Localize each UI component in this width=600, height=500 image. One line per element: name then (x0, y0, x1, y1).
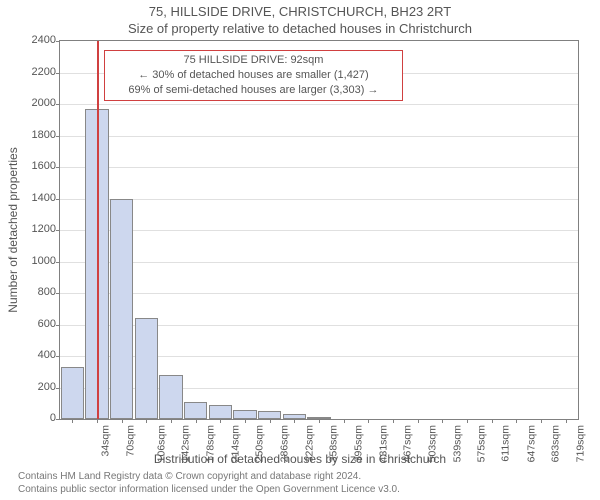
y-tick (56, 73, 60, 74)
x-tick-label: 358sqm (328, 425, 340, 462)
x-tick (245, 419, 246, 423)
x-tick (319, 419, 320, 423)
plot-area: 75 HILLSIDE DRIVE: 92sqm← 30% of detache… (59, 40, 579, 420)
annotation-line: 69% of semi-detached houses are larger (… (111, 83, 396, 98)
attribution-line-1: Contains HM Land Registry data © Crown c… (18, 470, 400, 483)
x-tick (566, 419, 567, 423)
property-marker-line (97, 41, 99, 419)
x-tick-label: 683sqm (550, 425, 562, 462)
x-tick (97, 419, 98, 423)
x-tick-label: 719sqm (574, 425, 586, 462)
x-tick (418, 419, 419, 423)
x-tick-label: 647sqm (525, 425, 537, 462)
x-tick-label: 214sqm (229, 425, 241, 462)
y-tick-label: 600 (16, 318, 56, 330)
property-size-chart: 75, HILLSIDE DRIVE, CHRISTCHURCH, BH23 2… (0, 0, 600, 500)
y-tick (56, 419, 60, 420)
x-tick (146, 419, 147, 423)
x-tick-label: 286sqm (278, 425, 290, 462)
data-attribution: Contains HM Land Registry data © Crown c… (18, 470, 400, 496)
y-tick (56, 388, 60, 389)
histogram-bar (233, 410, 256, 419)
x-tick-label: 34sqm (100, 425, 112, 457)
y-tick-label: 0 (16, 412, 56, 424)
y-tick (56, 356, 60, 357)
annotation-box: 75 HILLSIDE DRIVE: 92sqm← 30% of detache… (104, 50, 403, 101)
y-tick-label: 1600 (16, 160, 56, 172)
y-tick (56, 262, 60, 263)
attribution-line-2: Contains public sector information licen… (18, 483, 400, 496)
x-tick-label: 431sqm (377, 425, 389, 462)
x-tick-label: 539sqm (451, 425, 463, 462)
y-tick-label: 2200 (16, 66, 56, 78)
x-tick (196, 419, 197, 423)
x-tick (541, 419, 542, 423)
x-tick (72, 419, 73, 423)
y-tick-label: 1000 (16, 255, 56, 267)
gridline (60, 293, 578, 294)
y-tick (56, 325, 60, 326)
y-tick-label: 1200 (16, 223, 56, 235)
y-tick-label: 200 (16, 381, 56, 393)
y-tick (56, 104, 60, 105)
x-tick (393, 419, 394, 423)
histogram-bar (209, 405, 232, 419)
x-tick-label: 503sqm (426, 425, 438, 462)
x-tick-label: 178sqm (204, 425, 216, 462)
y-tick (56, 167, 60, 168)
y-tick (56, 199, 60, 200)
x-tick (171, 419, 172, 423)
gridline (60, 136, 578, 137)
gridline (60, 167, 578, 168)
annotation-line: 75 HILLSIDE DRIVE: 92sqm (111, 53, 396, 68)
x-tick-label: 467sqm (402, 425, 414, 462)
gridline (60, 230, 578, 231)
x-tick (270, 419, 271, 423)
x-tick (220, 419, 221, 423)
histogram-bar (184, 402, 207, 419)
x-tick-label: 250sqm (254, 425, 266, 462)
x-tick-label: 611sqm (500, 425, 512, 462)
x-tick (294, 419, 295, 423)
histogram-bar (110, 199, 133, 420)
x-tick (516, 419, 517, 423)
x-tick (368, 419, 369, 423)
x-tick (467, 419, 468, 423)
x-tick (344, 419, 345, 423)
y-tick-label: 400 (16, 349, 56, 361)
y-tick-label: 2400 (16, 34, 56, 46)
x-tick-label: 575sqm (476, 425, 488, 462)
annotation-line: ← 30% of detached houses are smaller (1,… (111, 68, 396, 83)
x-tick (442, 419, 443, 423)
gridline (60, 199, 578, 200)
x-tick-label: 395sqm (352, 425, 364, 462)
histogram-bar (135, 318, 158, 419)
chart-subtitle: Size of property relative to detached ho… (0, 21, 600, 36)
x-tick-label: 70sqm (125, 425, 137, 457)
histogram-bar (159, 375, 182, 419)
y-tick-label: 2000 (16, 97, 56, 109)
x-tick-label: 142sqm (180, 425, 192, 462)
y-tick-label: 1400 (16, 192, 56, 204)
x-tick-label: 322sqm (303, 425, 315, 462)
y-tick (56, 41, 60, 42)
y-tick (56, 293, 60, 294)
chart-title: 75, HILLSIDE DRIVE, CHRISTCHURCH, BH23 2… (0, 4, 600, 19)
gridline (60, 104, 578, 105)
y-tick-label: 1800 (16, 129, 56, 141)
gridline (60, 262, 578, 263)
x-tick (122, 419, 123, 423)
y-tick-label: 800 (16, 286, 56, 298)
x-tick (492, 419, 493, 423)
y-tick (56, 136, 60, 137)
histogram-bar (61, 367, 84, 419)
y-tick (56, 230, 60, 231)
histogram-bar (258, 411, 281, 419)
x-tick-label: 106sqm (155, 425, 167, 462)
